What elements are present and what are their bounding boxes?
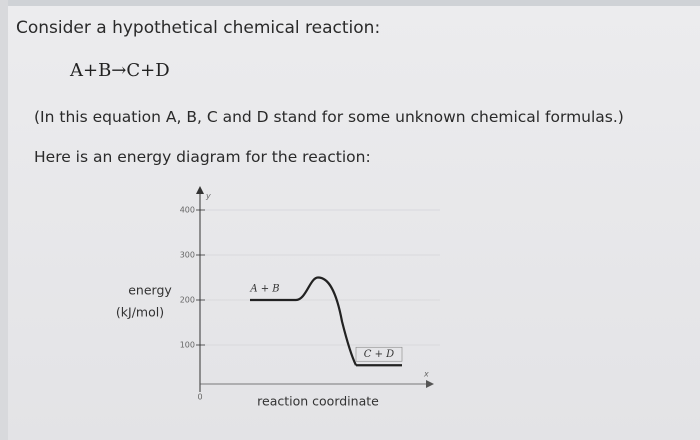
y-tick-label: 300 — [180, 251, 195, 260]
y-label: (kJ/mol) — [116, 305, 164, 320]
top-border — [0, 0, 700, 6]
y-label: energy — [128, 283, 172, 298]
x-axis-letter: x — [423, 370, 429, 379]
y-tick-label: 100 — [180, 341, 195, 350]
y-tick-label: 400 — [180, 206, 195, 215]
note: (In this equation A, B, C and D stand fo… — [34, 108, 624, 126]
origin-label: 0 — [197, 393, 202, 402]
x-label: reaction coordinate — [257, 394, 379, 409]
y-arrow — [196, 186, 204, 194]
equation: A+B→C+D — [70, 60, 170, 81]
heading: Consider a hypothetical chemical reactio… — [16, 18, 381, 38]
intro: Here is an energy diagram for the reacti… — [34, 148, 371, 166]
y-tick-label: 200 — [180, 296, 195, 305]
product-label-box — [355, 346, 403, 362]
y-axis-letter: y — [205, 192, 211, 201]
product-label: C + D — [364, 349, 394, 360]
reactant-label: A + B — [249, 284, 279, 295]
energy-curve — [295, 276, 357, 366]
left-border — [0, 0, 8, 440]
x-arrow — [426, 380, 434, 388]
